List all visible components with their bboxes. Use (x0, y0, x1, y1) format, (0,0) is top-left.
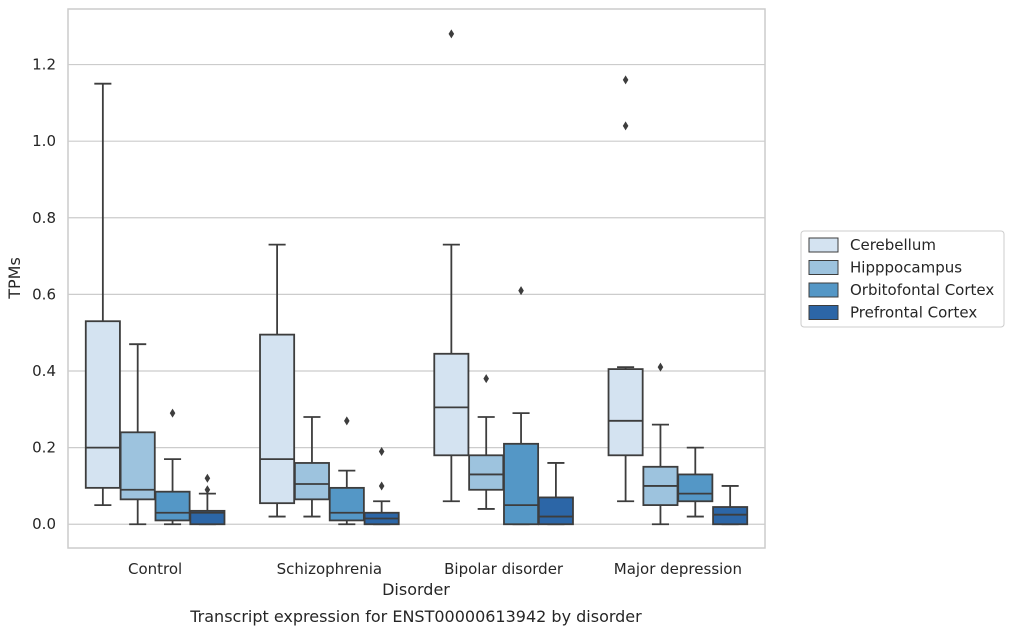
box-0-0 (84, 82, 121, 506)
x-tick-labels: Control Schizophrenia Bipolar disorder Majo… (128, 560, 742, 578)
legend: Cerebellum Hipppocampus Orbitofontal Corte… (800, 230, 1005, 328)
chart-caption: Transcript expression for ENST0000061394… (189, 607, 642, 626)
box-3-0 (189, 473, 226, 526)
box-0-3 (607, 75, 644, 503)
box-body (433, 352, 470, 457)
legend-swatch (808, 237, 839, 253)
y-tick-label: 0.4 (32, 362, 56, 380)
box-body (293, 462, 330, 501)
box-1-1 (293, 416, 330, 518)
box-2-2 (503, 286, 540, 526)
box-body (712, 506, 749, 526)
legend-label: Prefrontal Cortex (850, 304, 977, 322)
box-0-2 (433, 29, 470, 503)
y-axis-title: TPMs (5, 257, 24, 300)
outlier-point (483, 374, 489, 384)
y-tick-labels: 0.0 0.2 0.4 0.6 0.8 1.0 1.2 (32, 56, 56, 534)
box-2-1 (328, 416, 365, 526)
box-1-0 (119, 343, 156, 526)
y-tick-label: 0.8 (32, 209, 56, 227)
box-2-0 (154, 408, 191, 526)
outlier-point (378, 481, 385, 491)
legend-entry: Cerebellum (808, 236, 936, 254)
box-1-3 (642, 362, 679, 526)
legend-entry: Prefrontal Cortex (808, 304, 977, 322)
box-body (154, 490, 191, 522)
x-axis-title: Disorder (382, 580, 450, 599)
outlier-point (378, 446, 385, 456)
outlier-point (622, 121, 629, 131)
outlier-point (622, 75, 629, 85)
outlier-point (518, 286, 524, 296)
plot-frame (67, 8, 766, 549)
outlier-point (204, 485, 211, 495)
box-body (119, 431, 156, 501)
box-body (607, 368, 644, 457)
box-body (328, 486, 365, 522)
box-body (84, 320, 121, 489)
box-body (537, 496, 574, 526)
y-tick-label: 0.0 (32, 515, 56, 533)
x-tick-label: Bipolar disorder (444, 560, 564, 578)
y-tick-label: 1.0 (32, 132, 56, 150)
legend-frame (800, 230, 1005, 328)
grid-lines (68, 63, 765, 525)
box-body (259, 333, 296, 505)
box-3-1 (363, 446, 400, 526)
legend-label: Hipppocampus (850, 259, 962, 277)
box-1-2 (468, 374, 505, 510)
legend-swatch (808, 305, 839, 320)
box-body (677, 473, 714, 503)
box-2-3 (677, 446, 714, 518)
box-3-2 (537, 462, 574, 526)
box-body (503, 442, 540, 526)
legend-entry: Orbitofontal Cortex (808, 281, 994, 299)
box-3-3 (712, 485, 749, 526)
box-body (468, 454, 505, 491)
legend-swatch (808, 260, 839, 275)
box-0-1 (259, 243, 296, 518)
legend-entries: Cerebellum Hipppocampus Orbitofontal Corte… (808, 236, 994, 322)
outlier-point (204, 473, 211, 483)
legend-label: Orbitofontal Cortex (850, 281, 994, 299)
x-tick-label: Schizophrenia (277, 560, 382, 578)
boxes (84, 29, 749, 526)
x-tick-label: Control (128, 560, 182, 578)
outlier-point (448, 29, 455, 39)
legend-label: Cerebellum (850, 236, 936, 254)
y-tick-label: 0.2 (32, 439, 56, 457)
y-tick-label: 0.6 (32, 285, 56, 303)
box-body (189, 509, 226, 526)
legend-swatch (808, 282, 839, 298)
outlier-point (344, 416, 350, 426)
y-tick-label: 1.2 (32, 56, 56, 74)
legend-entry: Hipppocampus (808, 259, 962, 277)
x-tick-label: Major depression (614, 560, 742, 578)
outlier-point (657, 362, 664, 372)
outlier-point (169, 408, 176, 418)
